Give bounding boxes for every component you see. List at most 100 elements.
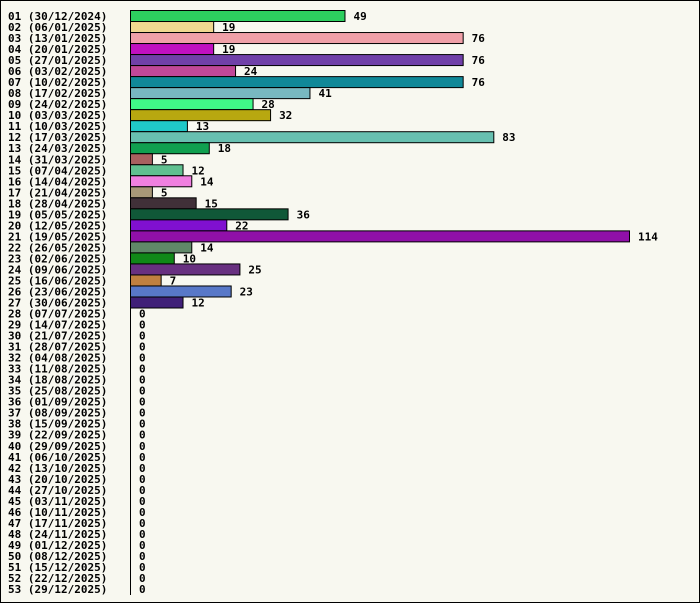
category-label: 10 (03/03/2025) [8,109,107,122]
value-label: 49 [353,10,366,23]
category-label: 43 (20/10/2025) [8,473,107,486]
value-label: 0 [139,528,146,541]
category-label: 08 (17/02/2025) [8,87,107,100]
bar [130,208,289,221]
category-label: 51 (15/12/2025) [8,561,107,574]
bar [130,296,184,309]
value-label: 0 [139,462,146,475]
bar [130,142,210,155]
bar [130,230,630,243]
category-label: 11 (10/03/2025) [8,120,107,133]
value-label: 0 [139,308,146,321]
bar [130,109,272,122]
value-label: 0 [139,396,146,409]
bar [130,54,464,67]
value-label: 36 [297,208,311,221]
bar [130,43,215,56]
value-label: 0 [139,484,146,497]
value-label: 28 [262,98,275,111]
bar [130,10,346,22]
bar [130,21,215,34]
value-label: 0 [139,495,146,508]
category-label: 27 (30/06/2025) [8,297,107,310]
category-label: 03 (13/01/2025) [8,32,107,45]
category-label: 30 (21/07/2025) [8,330,107,343]
value-label: 0 [139,561,146,574]
category-label: 09 (24/02/2025) [8,98,107,111]
value-label: 0 [139,583,146,596]
value-label: 25 [248,263,261,276]
category-label: 39 (22/09/2025) [8,429,107,442]
category-label: 41 (06/10/2025) [8,451,107,464]
bar [130,219,228,232]
value-label: 0 [139,506,146,519]
bar [130,285,232,298]
category-label: 06 (03/02/2025) [8,65,107,78]
bar [130,65,237,78]
category-label: 07 (10/02/2025) [8,76,107,89]
value-label: 0 [139,539,146,552]
bar [130,252,175,265]
value-label: 76 [472,54,486,67]
bar [130,87,311,100]
category-label: 38 (15/09/2025) [8,418,107,431]
value-label: 76 [472,76,486,89]
category-label: 53 (29/12/2025) [8,583,107,596]
category-label: 45 (03/11/2025) [8,495,107,508]
value-label: 0 [139,330,146,343]
value-label: 12 [192,297,205,310]
value-label: 0 [139,385,146,398]
category-label: 16 (14/04/2025) [8,175,107,188]
category-label: 32 (04/08/2025) [8,352,107,365]
bar [130,120,188,133]
value-label: 13 [196,120,209,133]
bar [130,263,241,276]
category-label: 28 (07/07/2025) [8,308,107,321]
value-label: 0 [139,374,146,387]
value-label: 0 [139,429,146,442]
category-label: 44 (27/10/2025) [8,484,107,497]
category-label: 29 (14/07/2025) [8,319,107,332]
category-label: 19 (05/05/2025) [8,208,107,221]
bar [130,131,495,144]
category-label: 15 (07/04/2025) [8,164,107,177]
category-label: 13 (24/03/2025) [8,142,107,155]
category-label: 52 (22/12/2025) [8,572,107,585]
value-label: 12 [192,164,205,177]
category-label: 50 (08/12/2025) [8,550,107,563]
value-label: 5 [161,186,168,199]
bar [130,164,184,177]
category-label: 26 (23/06/2025) [8,285,107,298]
category-label: 42 (13/10/2025) [8,462,107,475]
category-label: 47 (17/11/2025) [8,517,107,530]
bar [130,153,153,166]
category-label: 02 (06/01/2025) [8,21,107,34]
category-label: 35 (25/08/2025) [8,385,107,398]
category-label: 25 (16/06/2025) [8,274,107,287]
value-label: 14 [200,175,214,188]
value-label: 76 [472,32,486,45]
category-label: 40 (29/09/2025) [8,440,107,453]
value-label: 24 [244,65,258,78]
value-label: 14 [200,241,214,254]
value-label: 22 [235,219,248,232]
category-label: 20 (12/05/2025) [8,219,107,232]
category-label: 48 (24/11/2025) [8,528,107,541]
category-label: 24 (09/06/2025) [8,263,107,276]
bar [130,98,254,111]
bar [130,186,153,199]
value-label: 23 [240,285,253,298]
bar [130,76,464,89]
category-label: 33 (11/08/2025) [8,363,107,376]
value-label: 0 [139,363,146,376]
value-label: 0 [139,451,146,464]
value-label: 19 [222,43,235,56]
value-label: 32 [279,109,292,122]
value-label: 18 [218,142,231,155]
category-label: 34 (18/08/2025) [8,374,107,387]
value-label: 0 [139,352,146,365]
category-label: 04 (20/01/2025) [8,43,107,56]
